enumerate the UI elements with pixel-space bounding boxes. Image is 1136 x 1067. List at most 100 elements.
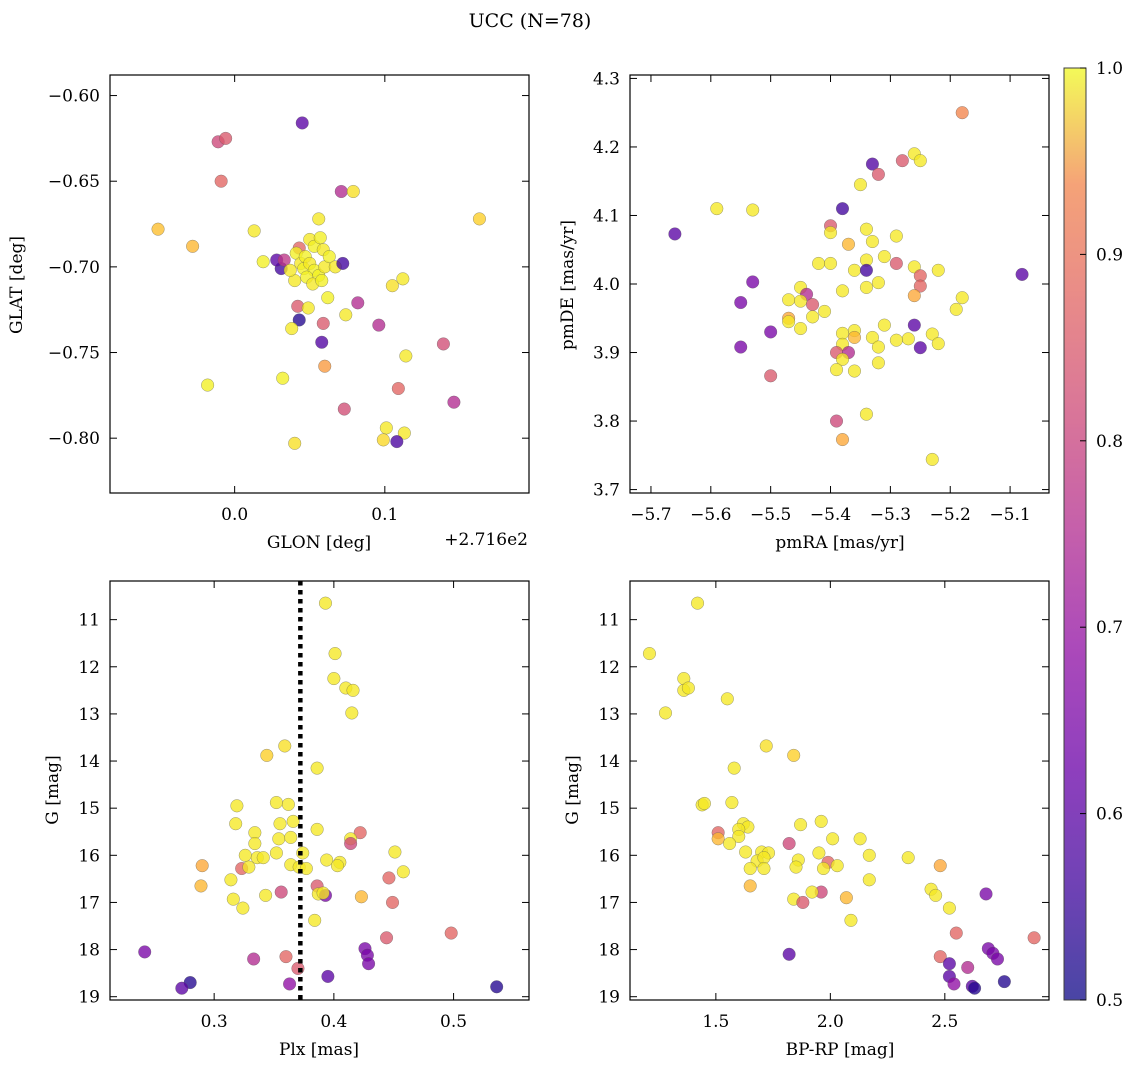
scatter-point bbox=[826, 832, 840, 846]
scatter-point bbox=[681, 681, 695, 695]
scatter-point bbox=[697, 796, 711, 811]
scatter-point bbox=[339, 308, 353, 322]
scatter-point bbox=[490, 980, 504, 994]
scatter-point bbox=[961, 960, 975, 975]
x-tick-label: −5.2 bbox=[930, 505, 971, 525]
scatter-point bbox=[321, 969, 335, 983]
panel-plx-g: Plx [mas] G [mag] 0.3 0.4 0.5 11 12 13 14 15 16 1… bbox=[43, 580, 530, 1060]
scatter-point bbox=[273, 817, 287, 831]
scatter-point bbox=[835, 352, 850, 366]
scatter-point bbox=[284, 830, 298, 844]
scatter-point bbox=[186, 239, 200, 253]
scatter-point bbox=[711, 832, 725, 846]
scatter-point bbox=[229, 817, 243, 831]
y-tick-label: 3.9 bbox=[593, 344, 620, 364]
colorbar-tick-label: 0.8 bbox=[1096, 432, 1123, 452]
panel-proper-motion: pmRA [mas/yr] pmDE [mas/yr] −5.7 −5.6 −5.5… bbox=[558, 69, 1050, 553]
scatter-point bbox=[835, 326, 850, 340]
scatter-point bbox=[286, 814, 300, 828]
scatter-point bbox=[839, 891, 853, 905]
scatter-point bbox=[907, 318, 921, 332]
colorbar-tick-label: 1.0 bbox=[1096, 59, 1123, 79]
scatter-point bbox=[344, 836, 358, 851]
scatter-point bbox=[710, 202, 724, 216]
x-axis-label: pmRA [mas/yr] bbox=[775, 533, 904, 553]
scatter-point bbox=[877, 250, 891, 264]
scatter-point bbox=[224, 873, 238, 887]
x-tick-label: −5.6 bbox=[690, 505, 731, 525]
suptitle: UCC (N=78) bbox=[469, 10, 592, 32]
scatter-point bbox=[746, 203, 760, 217]
axes-frame bbox=[629, 74, 1050, 494]
scatter-point bbox=[175, 981, 189, 995]
x-tick-label: 1.5 bbox=[702, 1012, 729, 1032]
scatter-point bbox=[292, 313, 306, 327]
x-tick-label: −5.4 bbox=[810, 505, 851, 525]
scatter-point bbox=[727, 761, 741, 775]
scatter-point bbox=[732, 829, 746, 844]
scatter-point bbox=[794, 818, 808, 832]
scatter-point bbox=[247, 224, 261, 238]
scatter-point bbox=[796, 895, 810, 909]
x-axis-label: Plx [mas] bbox=[279, 1040, 359, 1060]
scatter-point bbox=[308, 913, 322, 927]
scatter-point bbox=[396, 865, 410, 879]
scatter-point bbox=[642, 647, 657, 661]
scatter-point bbox=[723, 836, 737, 851]
axes-frame bbox=[629, 580, 1050, 1001]
scatter-point bbox=[283, 263, 297, 277]
scatter-point bbox=[296, 846, 310, 860]
y-tick-label: 16 bbox=[598, 846, 620, 866]
scatter-point bbox=[814, 814, 828, 828]
scatter-point bbox=[256, 851, 270, 865]
scatter-point bbox=[812, 256, 826, 270]
y-tick-label: 13 bbox=[598, 705, 620, 725]
colorbar-tick-label: 0.7 bbox=[1096, 618, 1123, 638]
scatter-point bbox=[301, 301, 315, 315]
scatter-point bbox=[847, 364, 862, 378]
scatter-point bbox=[968, 981, 982, 995]
scatter-point bbox=[835, 202, 850, 216]
scatter-point bbox=[385, 895, 400, 909]
scatter-point bbox=[248, 836, 262, 851]
y-tick-label: −0.80 bbox=[48, 429, 100, 449]
scatter-point bbox=[947, 977, 961, 991]
scatter-point bbox=[949, 926, 963, 940]
scatter-point bbox=[219, 131, 233, 145]
scatter-point bbox=[764, 325, 778, 339]
scatter-point bbox=[337, 402, 351, 416]
scatter-point bbox=[376, 433, 390, 447]
scatter-point bbox=[242, 860, 256, 874]
scatter-point bbox=[444, 926, 458, 940]
scatter-point bbox=[283, 977, 297, 991]
scatter-point bbox=[913, 154, 927, 168]
scatter-point bbox=[278, 739, 292, 753]
scatter-point bbox=[390, 435, 404, 449]
scatter-point bbox=[787, 748, 801, 762]
scatter-point bbox=[942, 901, 956, 915]
scatter-point bbox=[385, 279, 399, 293]
scatter-point bbox=[334, 184, 348, 199]
scatter-point bbox=[690, 596, 705, 610]
scatter-point bbox=[889, 229, 903, 243]
scatter-point bbox=[895, 154, 909, 168]
scatter-point bbox=[817, 304, 832, 318]
scatter-point bbox=[859, 280, 873, 294]
scatter-point bbox=[835, 433, 850, 447]
scatter-point bbox=[472, 212, 486, 226]
scatter-point bbox=[931, 263, 945, 277]
x-axis-label: BP-RP [mag] bbox=[786, 1040, 895, 1060]
scatter-point bbox=[138, 945, 152, 959]
scatter-point bbox=[764, 369, 778, 383]
x-tick-label: −5.3 bbox=[870, 505, 911, 525]
y-tick-label: 19 bbox=[78, 988, 100, 1008]
y-tick-label: 3.8 bbox=[593, 412, 620, 432]
scatter-point bbox=[739, 845, 753, 859]
scatter-point bbox=[925, 327, 939, 341]
scatter-point bbox=[382, 871, 396, 885]
scatter-point bbox=[391, 381, 405, 396]
x-tick-label: 2.5 bbox=[931, 1012, 958, 1032]
scatter-point bbox=[315, 335, 329, 349]
scatter-point bbox=[397, 426, 411, 440]
